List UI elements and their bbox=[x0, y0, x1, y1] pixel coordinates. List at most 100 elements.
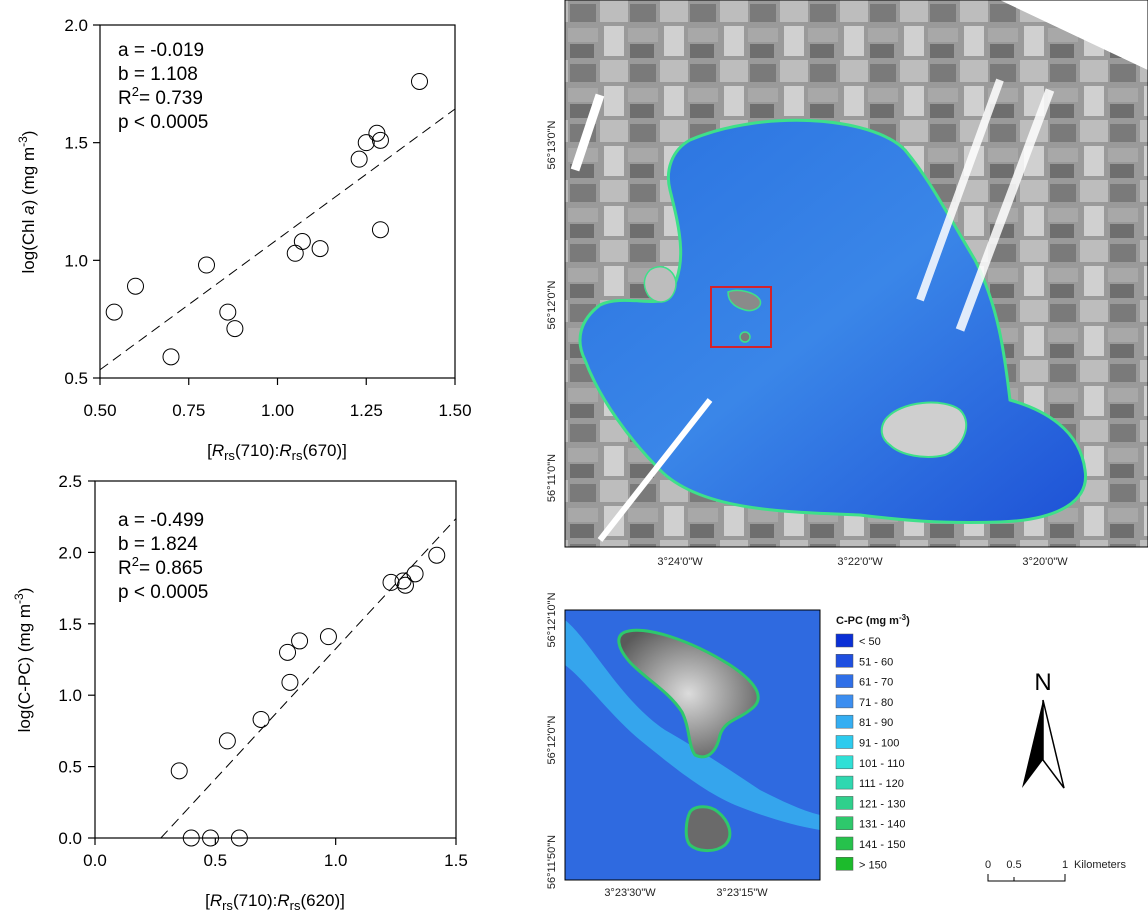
data-point bbox=[279, 643, 297, 661]
legend-label: 61 - 70 bbox=[859, 677, 893, 689]
data-point bbox=[286, 244, 304, 262]
x-tick-label: 1.0 bbox=[324, 851, 348, 870]
stat-p: p < 0.0005 bbox=[118, 582, 208, 603]
data-point bbox=[219, 303, 237, 321]
data-point bbox=[218, 732, 236, 750]
stat-b: b = 1.824 bbox=[118, 534, 198, 555]
stat-r2-value: = 0.865 bbox=[139, 558, 203, 579]
flight-gap-stripe bbox=[597, 398, 713, 542]
lon-label: 3°20'0"W bbox=[1022, 556, 1068, 568]
x-tick-label: 0.5 bbox=[203, 851, 227, 870]
data-point bbox=[105, 303, 123, 321]
legend-label: 121 - 130 bbox=[859, 798, 905, 810]
inset-lon-label: 3°23'30"W bbox=[604, 887, 656, 899]
legend-label: 51 - 60 bbox=[859, 656, 893, 668]
data-point bbox=[411, 72, 428, 90]
legend-label: 81 - 90 bbox=[859, 717, 893, 729]
legend-label: 141 - 150 bbox=[859, 839, 905, 851]
x-axis-label: [Rrs(710):Rrs(670)] bbox=[207, 441, 347, 463]
x-tick-label: 0.75 bbox=[172, 401, 205, 420]
cpc-legend: C-PC (mg m-3) < 50 51 - 60 61 - 70 71 - 80 8… bbox=[835, 613, 910, 871]
legend-swatch bbox=[835, 775, 854, 790]
stat-a: a = -0.019 bbox=[118, 40, 204, 61]
legend-swatch bbox=[835, 836, 854, 851]
inset-highlight-box bbox=[710, 286, 772, 348]
data-points bbox=[170, 546, 446, 847]
lat-label: 56°11'0"N bbox=[546, 454, 558, 502]
data-point bbox=[396, 576, 414, 594]
chl-a-scatter-plot: 0.50 0.75 1.00 1.25 1.50 0.5 1.0 1.5 2.0… bbox=[16, 16, 472, 463]
data-point bbox=[226, 320, 244, 338]
x-tick-label: 1.25 bbox=[350, 401, 383, 420]
inset-lat-label: 56°12'10"N bbox=[546, 592, 558, 647]
scale-bar-line bbox=[987, 874, 1066, 882]
y-tick-label: 0.0 bbox=[58, 829, 82, 848]
tick-marks bbox=[93, 24, 456, 385]
data-point bbox=[198, 256, 215, 274]
legend-title: C-PC (mg m-3) bbox=[836, 613, 910, 627]
inset-map: 56°12'10"N 56°12'0"N 56°11'50"N 3°23'30"… bbox=[546, 592, 821, 899]
north-arrow-label: N bbox=[1034, 669, 1051, 696]
data-point bbox=[252, 710, 270, 728]
data-point bbox=[371, 131, 389, 149]
data-point bbox=[162, 348, 180, 366]
flight-gap-stripe bbox=[916, 78, 1004, 302]
legend-label: 131 - 140 bbox=[859, 819, 905, 831]
loch-leven-cpc-map: 56°13'0"N 56°12'0"N 56°11'0"N 3°24'0"W 3… bbox=[546, 0, 1148, 568]
y-axis-label: log(C-PC) (mg m-3) bbox=[12, 588, 34, 733]
legend-swatch bbox=[835, 857, 854, 871]
st-serfs-island bbox=[880, 401, 968, 458]
no-data-area bbox=[1000, 0, 1148, 70]
y-tick-label: 2.0 bbox=[64, 16, 88, 35]
inset-shore-band bbox=[565, 620, 820, 830]
x-tick-label: 0.50 bbox=[83, 401, 116, 420]
flight-gap-stripe bbox=[955, 88, 1055, 332]
stat-a: a = -0.499 bbox=[118, 510, 204, 531]
legend-label: < 50 bbox=[859, 636, 881, 648]
lat-label: 56°12'0"N bbox=[546, 280, 558, 329]
legend-label: > 150 bbox=[859, 859, 887, 871]
y-tick-label: 1.0 bbox=[64, 251, 88, 270]
data-point bbox=[371, 221, 389, 239]
regression-line-path bbox=[99, 108, 456, 371]
data-point bbox=[382, 573, 400, 591]
y-tick-label: 1.5 bbox=[64, 134, 88, 153]
inset-lon-label: 3°23'15"W bbox=[716, 887, 768, 899]
data-point bbox=[230, 829, 248, 847]
y-tick-label: 2.0 bbox=[58, 543, 82, 562]
legend-swatch bbox=[835, 694, 854, 709]
castle-island bbox=[727, 289, 762, 312]
legend-swatch bbox=[835, 735, 854, 749]
lon-label: 3°22'0"W bbox=[837, 556, 883, 568]
data-point bbox=[293, 233, 311, 251]
data-point bbox=[319, 628, 337, 646]
data-points bbox=[105, 72, 428, 366]
scale-tick-label: 1 bbox=[1062, 859, 1068, 871]
inset-lat-label: 56°12'0"N bbox=[546, 715, 558, 764]
y-tick-label: 1.0 bbox=[58, 686, 82, 705]
c-pc-scatter-plot: 0.0 0.5 1.0 1.5 0.0 0.5 1.0 1.5 2.0 2.5 … bbox=[12, 472, 468, 913]
regression-line bbox=[99, 108, 456, 371]
legend-swatch bbox=[835, 633, 854, 648]
legend-swatch bbox=[835, 674, 854, 688]
lat-label: 56°13'0"N bbox=[546, 120, 558, 169]
scale-tick-label: 0 bbox=[985, 859, 991, 871]
x-tick-label: 1.50 bbox=[438, 401, 471, 420]
data-point bbox=[291, 632, 309, 650]
data-point bbox=[170, 762, 188, 780]
data-point bbox=[357, 134, 375, 152]
data-point bbox=[202, 829, 220, 847]
north-arrow-left bbox=[1022, 700, 1043, 788]
plot-frame bbox=[94, 480, 457, 839]
map-frame bbox=[564, 0, 1148, 548]
legend-items: < 50 51 - 60 61 - 70 71 - 80 81 - 90 91 - 100… bbox=[835, 633, 905, 871]
scale-tick-label: 0.5 bbox=[1006, 859, 1021, 871]
legend-label: 71 - 80 bbox=[859, 697, 893, 709]
regression-line bbox=[160, 518, 457, 839]
scale-bar: 0 0.5 1 Kilometers bbox=[985, 859, 1126, 882]
north-arrow-right bbox=[1042, 699, 1065, 789]
data-point bbox=[350, 150, 368, 168]
legend-swatch bbox=[835, 714, 854, 729]
x-tick-label: 0.0 bbox=[83, 851, 107, 870]
